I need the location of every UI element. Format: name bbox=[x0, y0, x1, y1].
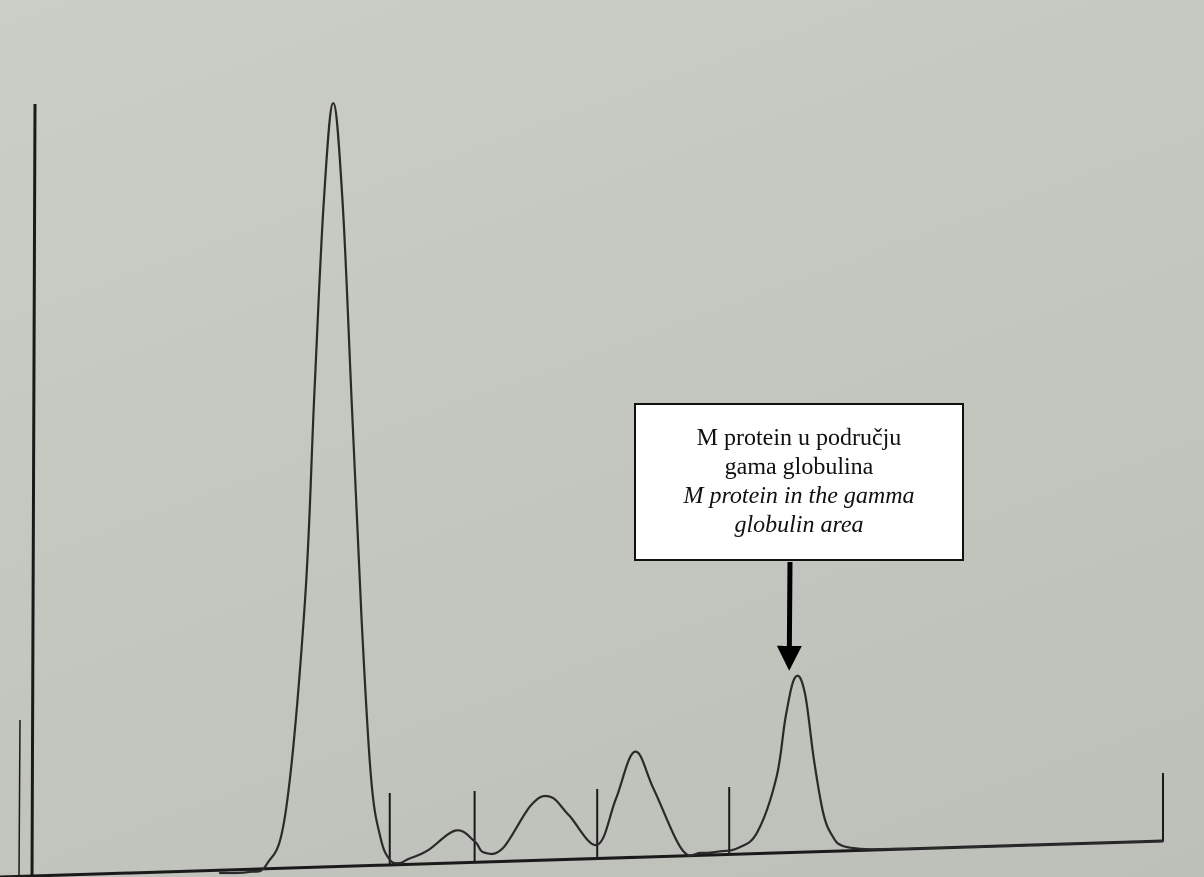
peak-alpha1 bbox=[436, 849, 438, 851]
annotation-arrow-group bbox=[776, 561, 802, 671]
trace bbox=[218, 102, 1165, 875]
fraction-dividers bbox=[388, 787, 731, 866]
annotation-arrow bbox=[776, 561, 802, 671]
annotation-box: M protein u području gama globulina M pr… bbox=[634, 403, 964, 561]
left-edge-mark bbox=[18, 719, 21, 877]
annotation-line-3: M protein in the gamma bbox=[683, 483, 915, 509]
electrophoresis-trace bbox=[218, 102, 1165, 875]
annotation-line-1: M protein u području bbox=[696, 425, 902, 451]
annotation-line-2: gama globulina bbox=[724, 454, 874, 480]
y-axis-line bbox=[30, 103, 37, 877]
peak-alpha2 bbox=[540, 804, 542, 806]
annotation-line-4: globulin area bbox=[734, 512, 864, 538]
axes bbox=[0, 103, 1164, 877]
